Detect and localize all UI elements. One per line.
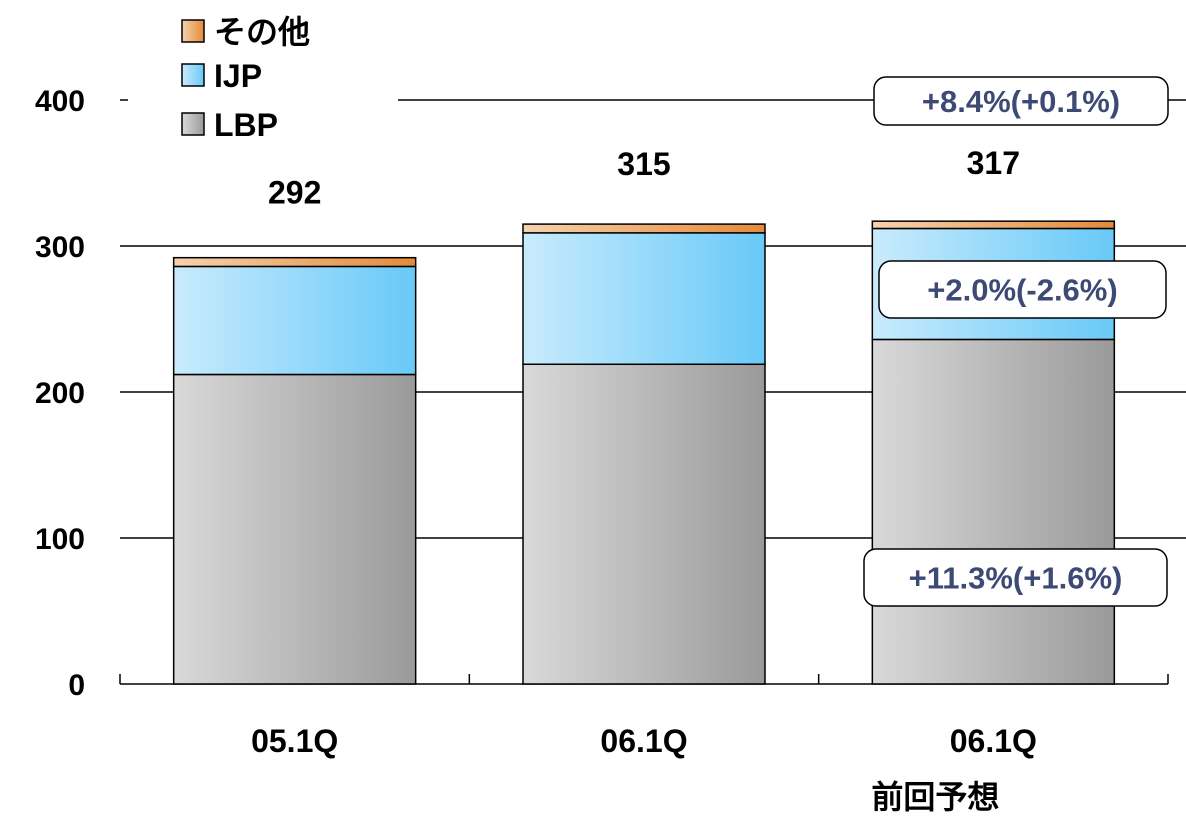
bar-lbp-1 bbox=[522, 363, 766, 685]
total-label: 315 bbox=[617, 146, 670, 182]
x-tick-label: 06.1Q bbox=[600, 723, 687, 759]
axes: 0 100 200 300 400 bbox=[35, 85, 1169, 702]
y-tick-label: 300 bbox=[35, 231, 85, 264]
y-tick-label: 200 bbox=[35, 377, 85, 410]
annotation-box bbox=[878, 260, 1167, 319]
legend-swatch-ijp bbox=[181, 63, 205, 87]
legend-label-lbp: LBP bbox=[214, 107, 278, 143]
legend-label-ijp: IJP bbox=[214, 58, 262, 94]
legend-label-その他: その他 bbox=[214, 14, 310, 50]
x-tick-sublabel: 前回予想 bbox=[871, 779, 999, 815]
y-tick-label: 400 bbox=[35, 85, 85, 118]
annotation-text: +8.4%(+0.1%) bbox=[922, 84, 1120, 119]
labels: 05.1Q 06.1Q 06.1Q 前回予想 292 315 317 bbox=[251, 145, 1037, 815]
y-tick-label: 100 bbox=[35, 523, 85, 556]
annotation-box bbox=[863, 548, 1168, 607]
x-tick-label: 06.1Q bbox=[950, 723, 1037, 759]
total-label: 292 bbox=[268, 175, 321, 211]
bar-lbp-0 bbox=[172, 373, 417, 685]
legend: その他 IJP LBP bbox=[181, 14, 310, 143]
x-tick-label: 05.1Q bbox=[251, 723, 338, 759]
bar-ijp-0 bbox=[172, 265, 417, 376]
total-label: 317 bbox=[967, 145, 1020, 181]
legend-swatch-その他 bbox=[181, 19, 205, 43]
bar-lbp-2 bbox=[871, 338, 1116, 685]
bar-その他-2 bbox=[871, 220, 1116, 230]
bar-ijp-1 bbox=[522, 232, 766, 366]
legend-swatch-lbp bbox=[181, 112, 205, 136]
annotation-text: +2.0%(-2.6%) bbox=[927, 273, 1117, 308]
annotation-box bbox=[873, 76, 1169, 126]
bar-その他-0 bbox=[172, 256, 417, 268]
annotations: +8.4%(+0.1%) +2.0%(-2.6%) +11.3%(+1.6%) bbox=[863, 76, 1169, 607]
bars bbox=[172, 220, 1116, 685]
y-tick-label: 0 bbox=[68, 669, 85, 702]
annotation-text: +11.3%(+1.6%) bbox=[909, 561, 1123, 596]
bar-その他-1 bbox=[522, 223, 766, 234]
